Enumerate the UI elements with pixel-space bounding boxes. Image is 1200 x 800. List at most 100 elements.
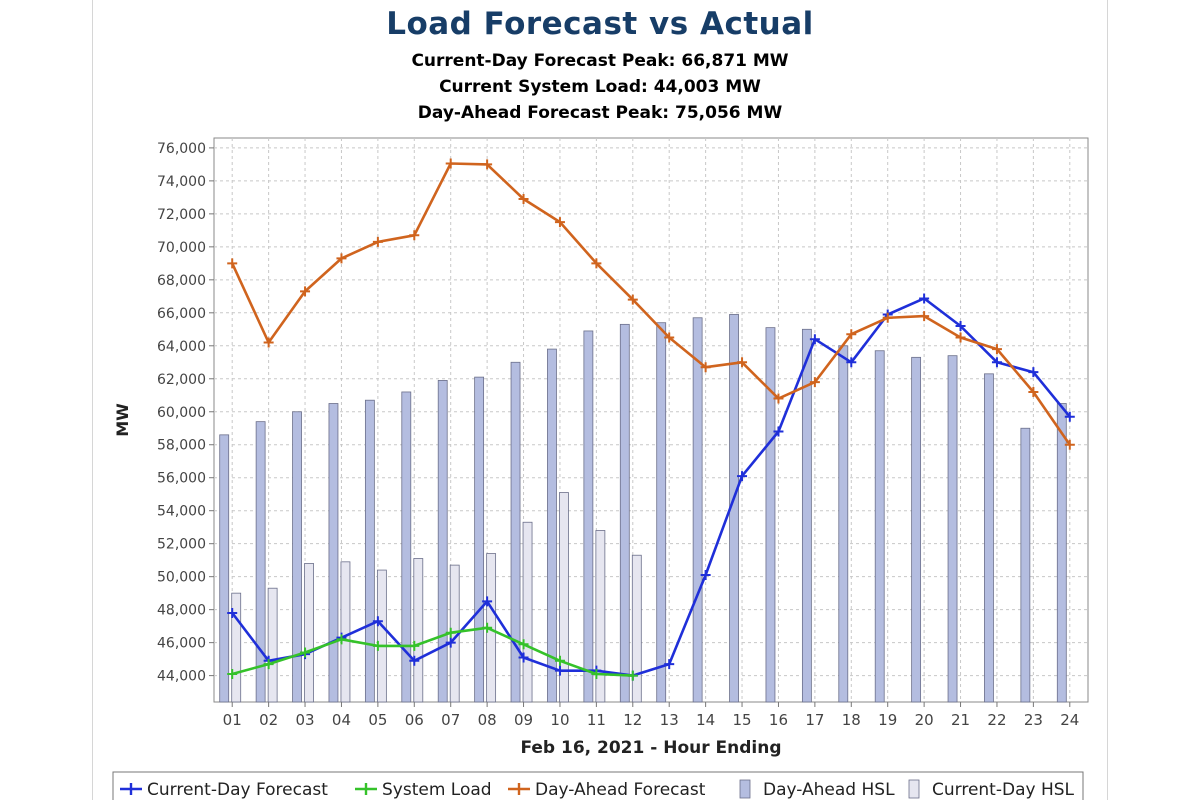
bar (656, 322, 667, 703)
x-tick-label: 15 (732, 711, 751, 729)
x-tick-label: 22 (987, 711, 1006, 729)
y-tick-label: 68,000 (157, 273, 206, 289)
x-tick-label: 10 (550, 711, 569, 729)
data-point (627, 670, 638, 681)
subtitle-current-day-peak: Current-Day Forecast Peak: 66,871 MW (411, 51, 789, 71)
bar (437, 380, 448, 703)
data-point (773, 426, 784, 437)
data-point (445, 637, 456, 648)
x-tick-label: 09 (514, 711, 533, 729)
data-point (664, 659, 675, 670)
data-point (409, 655, 420, 666)
bar (522, 521, 533, 703)
legend-label: System Load (382, 780, 492, 800)
x-tick-label: 17 (805, 711, 824, 729)
data-point (554, 665, 565, 676)
data-point (991, 357, 1002, 368)
data-point (882, 312, 893, 323)
data-point (227, 258, 238, 269)
data-point (919, 293, 930, 304)
y-tick-label: 58,000 (157, 438, 206, 454)
data-point (263, 337, 274, 348)
y-tick-label: 44,000 (157, 669, 206, 685)
data-point (1064, 439, 1075, 450)
x-tick-label: 08 (478, 711, 497, 729)
x-tick-label: 06 (405, 711, 424, 729)
bar (304, 563, 314, 703)
x-tick-label: 18 (842, 711, 861, 729)
data-point (227, 668, 238, 679)
data-point (409, 230, 420, 241)
data-point (773, 393, 784, 404)
bar (510, 361, 521, 703)
legend-label: Day-Ahead HSL (763, 780, 895, 800)
y-tick-label: 70,000 (157, 240, 206, 256)
legend-label: Current-Day HSL (932, 780, 1075, 800)
data-point (700, 570, 711, 581)
subtitle-day-ahead-peak: Day-Ahead Forecast Peak: 75,056 MW (417, 103, 783, 123)
bar (911, 356, 922, 703)
legend-marker (120, 783, 142, 795)
data-point (737, 357, 748, 368)
bar (364, 399, 375, 703)
x-tick-label: 13 (660, 711, 679, 729)
x-axis-label: Feb 16, 2021 - Hour Ending (520, 738, 781, 758)
y-tick-label: 66,000 (157, 306, 206, 322)
data-point (1064, 411, 1075, 422)
bar (231, 592, 242, 703)
x-tick-label: 11 (587, 711, 606, 729)
x-tick-label: 04 (332, 711, 351, 729)
legend-marker (508, 783, 530, 795)
data-point (846, 329, 857, 340)
legend-swatch (739, 779, 751, 799)
data-point (809, 334, 820, 345)
x-tick-label: 02 (259, 711, 278, 729)
data-point (955, 332, 966, 343)
data-point (518, 639, 529, 650)
data-point (372, 236, 383, 247)
data-point (809, 377, 820, 388)
x-tick-label: 20 (915, 711, 934, 729)
bar (413, 558, 424, 703)
bar (401, 391, 412, 703)
bar (267, 587, 278, 703)
bar (255, 421, 266, 703)
data-point (518, 652, 529, 663)
bar (765, 327, 776, 703)
x-tick-label: 03 (295, 711, 314, 729)
chart-title: Load Forecast vs Actual (386, 6, 814, 42)
data-point (591, 668, 602, 679)
legend-label: Current-Day Forecast (147, 780, 328, 800)
bar (474, 376, 485, 703)
bar (340, 561, 351, 703)
bar (376, 569, 387, 703)
y-tick-label: 62,000 (157, 372, 206, 388)
y-tick-label: 48,000 (157, 603, 206, 619)
data-point (919, 311, 930, 322)
data-point (991, 344, 1002, 355)
subtitle-current-system-load: Current System Load: 44,003 MW (439, 77, 761, 97)
series-line (231, 162, 1071, 446)
bar (984, 373, 994, 703)
data-point (482, 622, 493, 633)
data-point (482, 596, 493, 607)
data-point (518, 194, 529, 205)
bar (801, 328, 812, 703)
x-tick-label: 14 (696, 711, 715, 729)
bar (692, 317, 703, 703)
bar (219, 434, 230, 703)
y-axis-label: MW (113, 403, 132, 437)
data-point (554, 217, 565, 228)
data-point (300, 286, 311, 297)
y-tick-label: 76,000 (157, 141, 206, 157)
bar (631, 554, 642, 703)
series-line (231, 297, 1071, 677)
y-tick-label: 56,000 (157, 471, 206, 487)
x-tick-label: 01 (223, 711, 242, 729)
bar (1056, 403, 1067, 703)
legend-box (112, 771, 1084, 800)
data-point (664, 332, 675, 343)
data-point (737, 471, 748, 482)
y-tick-label: 74,000 (157, 174, 206, 190)
